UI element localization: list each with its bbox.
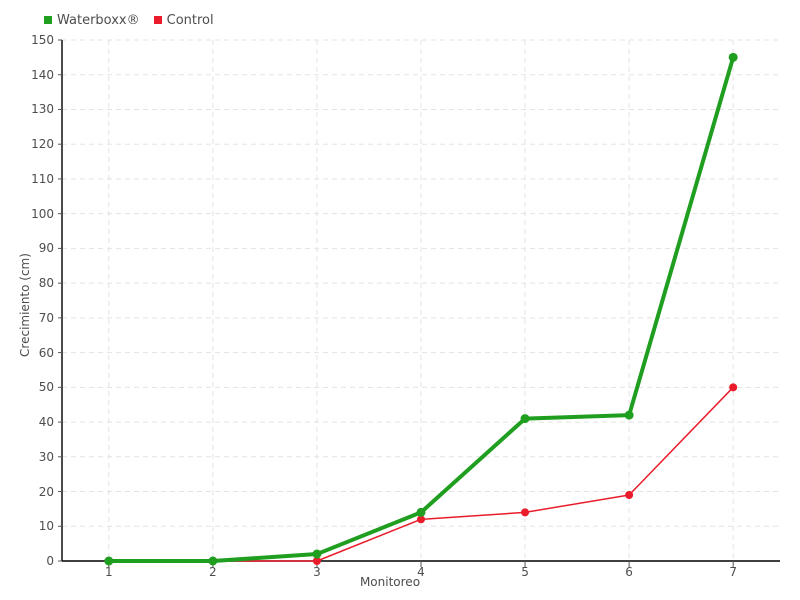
y-tick-label: 140: [31, 67, 54, 82]
data-point-waterboxx[interactable]: [520, 414, 530, 424]
y-tick-label: 40: [38, 415, 54, 430]
legend-label-control: Control: [166, 12, 214, 28]
y-tick-label: 110: [31, 171, 54, 186]
legend-item-control[interactable]: Control: [153, 12, 214, 28]
y-tick-label: 50: [38, 380, 54, 395]
y-tick-label: 130: [31, 102, 54, 117]
y-tick-label: 60: [38, 345, 54, 360]
y-tick-label: 90: [38, 241, 54, 256]
x-tick-label: 7: [729, 565, 737, 579]
legend-swatch-control: [153, 16, 162, 24]
chart-legend: Waterboxx® Control: [44, 11, 214, 29]
data-point-waterboxx[interactable]: [208, 556, 218, 566]
legend-swatch-waterboxx: [44, 16, 52, 24]
y-tick-label: 120: [31, 137, 54, 152]
y-tick-label: 30: [38, 449, 54, 464]
x-tick-label: 2: [209, 565, 217, 579]
x-tick-label: 5: [521, 565, 529, 579]
y-tick-label: 0: [46, 554, 54, 568]
x-axis-label: Monitoreo: [0, 575, 800, 589]
x-tick-label: 1: [104, 565, 113, 579]
x-axis-label-text: Monitoreo: [359, 575, 421, 589]
y-tick-label: 20: [38, 484, 54, 499]
legend-item-waterboxx[interactable]: Waterboxx®: [44, 14, 140, 27]
data-point-control[interactable]: [625, 491, 634, 500]
x-tick-label: 3: [313, 565, 321, 579]
y-tick-label: 100: [31, 206, 54, 221]
data-point-control[interactable]: [312, 557, 321, 565]
y-tick-label: 80: [38, 276, 54, 291]
data-point-control[interactable]: [729, 383, 738, 392]
data-point-waterboxx[interactable]: [104, 556, 114, 566]
y-tick-labels: 0 10 20 30 40 50 60 70 80 90 100 110 120 130 140 150: [10, 0, 54, 600]
y-tick-label: 10: [38, 519, 54, 534]
y-tick-label: 70: [38, 310, 54, 325]
x-tick-label: 4: [417, 565, 425, 579]
data-point-waterboxx[interactable]: [728, 52, 738, 62]
x-tick-label: 6: [625, 565, 633, 579]
legend-label-waterboxx: Waterboxx®: [57, 12, 140, 28]
y-tick-label: 150: [31, 33, 54, 47]
data-point-control[interactable]: [521, 508, 530, 517]
data-point-waterboxx[interactable]: [416, 507, 426, 517]
data-point-control[interactable]: [417, 515, 425, 524]
data-point-waterboxx[interactable]: [624, 410, 634, 420]
data-point-waterboxx[interactable]: [312, 549, 322, 559]
